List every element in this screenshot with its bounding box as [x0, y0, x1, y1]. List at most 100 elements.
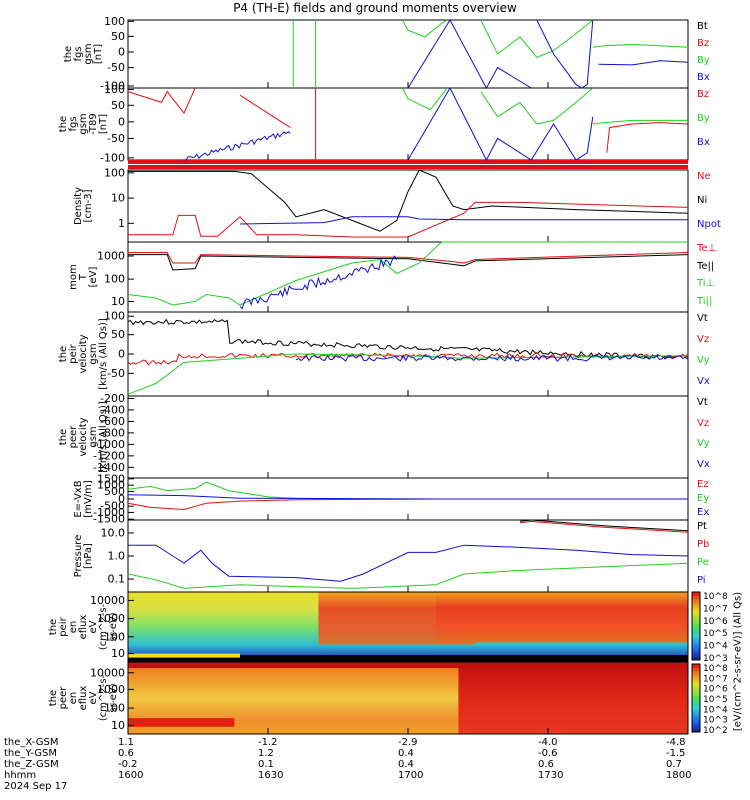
- series-line-vx: [295, 354, 689, 362]
- y-tick-label: 1.0: [108, 550, 126, 563]
- series-line-te-perp: [128, 252, 689, 264]
- y-tick-label: -1000: [93, 438, 125, 451]
- y-axis-label-line: sr-eV): [108, 683, 119, 713]
- y-tick-label: 1: [118, 217, 125, 230]
- colorbar-ion: [691, 591, 701, 661]
- colorbar-tick-label: 10^7: [703, 674, 728, 684]
- legend-entry: Vt: [697, 397, 708, 408]
- y-tick-label: 100: [104, 630, 125, 643]
- legend-entry: By: [697, 55, 710, 66]
- colorbar-tick-label: 10^8: [703, 592, 728, 602]
- y-tick-label: 10: [111, 295, 125, 308]
- y-axis-label-line: [nT]: [93, 43, 104, 65]
- y-tick-label: 10000: [90, 666, 125, 679]
- panel-frame-pressure: [127, 519, 689, 593]
- colorbar-tick-label: 10^6: [703, 617, 728, 627]
- legend-entry: Ex: [697, 507, 710, 518]
- legend-entry: Ti⊥: [697, 278, 715, 289]
- legend-entry: Vy: [697, 438, 710, 449]
- panel-frame-peer-vel: [127, 395, 689, 479]
- y-axis-label-peer-vel: the peer velocity gsm [km/s (All Qs)]: [58, 396, 109, 478]
- series-line-pt: [519, 519, 689, 532]
- y-tick-label: 50: [111, 328, 125, 341]
- y-tick-label: 1000: [97, 612, 125, 625]
- series-line-bz: [239, 94, 291, 129]
- y-tick-label: 50: [111, 99, 125, 112]
- series-line-by: [401, 19, 448, 38]
- ephemeris-value: 0.6: [118, 748, 134, 759]
- y-tick-label: 0: [118, 115, 125, 128]
- separator-bar: [128, 160, 688, 164]
- series-line-pb: [519, 520, 689, 533]
- legend-entry: Npot: [697, 219, 721, 230]
- y-tick-label: 1500: [97, 472, 125, 485]
- series-line-by: [592, 43, 689, 48]
- panel-frame-peir-vel: [127, 311, 689, 397]
- y-tick-label: 10: [111, 719, 125, 732]
- y-tick-label: 10.0: [101, 526, 126, 539]
- y-tick-label: -1200: [93, 449, 125, 462]
- series-line-npot: [239, 216, 688, 225]
- series-line-pe: [127, 562, 689, 589]
- series-line-vy: [127, 353, 689, 395]
- colorbar-tick-label: 10^6: [703, 685, 728, 695]
- ephemeris-value: 1800: [666, 770, 692, 781]
- y-tick-label: -1000: [93, 506, 125, 519]
- y-tick-label: -1500: [93, 513, 125, 526]
- ephemeris-row-label: the_Y-GSM: [4, 748, 58, 759]
- legend-entry: Vz: [697, 334, 710, 345]
- colorbar-tick-label: 10^7: [703, 604, 728, 614]
- ion-spectrogram-hot-region-2: [436, 592, 688, 643]
- ephemeris-value: -0.2: [118, 759, 138, 770]
- legend-entry: By: [697, 113, 710, 124]
- series-line-by: [401, 87, 448, 111]
- y-tick-label: 100: [104, 15, 125, 28]
- legend-entry: Pi: [697, 575, 706, 586]
- ephemeris-value: 1630: [258, 770, 284, 781]
- y-tick-label: 1000: [97, 479, 125, 492]
- legend-entry: Bx: [697, 72, 710, 83]
- y-tick-label: 0: [118, 45, 125, 58]
- legend-entry: Bz: [697, 89, 710, 100]
- y-tick-label: 50: [111, 30, 125, 43]
- legend-entry: Vy: [697, 355, 710, 366]
- legend-entry: Ey: [697, 493, 710, 504]
- series-line-by: [480, 87, 594, 125]
- series-line-ti-par: [127, 241, 688, 306]
- legend-entry: Pe: [697, 557, 709, 568]
- ephemeris-value: 0.7: [666, 759, 682, 770]
- colorbar-tick-label: 10^3: [703, 716, 728, 726]
- y-tick-label: 1000: [97, 683, 125, 696]
- legend-entry: Ne: [697, 171, 711, 182]
- ephemeris-value: 0.1: [258, 759, 274, 770]
- ephemeris-row-label: the_Z-GSM: [4, 759, 59, 770]
- y-tick-label: -50: [107, 132, 125, 145]
- y-tick-label: -50: [107, 367, 125, 380]
- y-tick-label: -800: [100, 426, 125, 439]
- colorbar-tick-label: 10^5: [703, 629, 728, 639]
- series-line-ni: [128, 169, 689, 232]
- y-axis-label-density: Density [cm-3]: [73, 170, 94, 242]
- colorbar-tick-label: 10^5: [703, 695, 728, 705]
- series-line-ne: [128, 201, 689, 238]
- ion-spectrogram-yellow-band: [128, 653, 240, 658]
- y-axis-label-line: [mV/m]: [83, 480, 94, 518]
- y-tick-label: -200: [100, 392, 125, 405]
- legend-entry: Vx: [697, 458, 710, 470]
- y-tick-label: 0.1: [108, 573, 126, 586]
- legend-entry: Ti||: [697, 295, 713, 307]
- electron-spectrogram-top-band: [128, 662, 688, 668]
- legend-entry: Vt: [697, 313, 708, 324]
- series-line-by: [592, 119, 688, 125]
- panel-frame-moms-t: [127, 241, 689, 313]
- y-axis-label-line: [nPa]: [83, 543, 94, 569]
- y-tick-label: -1400: [93, 461, 125, 474]
- ephemeris-value: -1.2: [258, 737, 278, 748]
- y-tick-label: 100: [104, 310, 125, 323]
- y-tick-label: 500: [104, 485, 125, 498]
- colorbar-tick-label: 10^2: [703, 726, 728, 736]
- ephemeris-value: -0.6: [538, 748, 558, 759]
- legend-entry: Vz: [697, 417, 710, 429]
- y-tick-label: 10000: [90, 594, 125, 607]
- colorbar-title: [eV/(cm^2-s-sr-eV)] (All Qs): [732, 591, 744, 732]
